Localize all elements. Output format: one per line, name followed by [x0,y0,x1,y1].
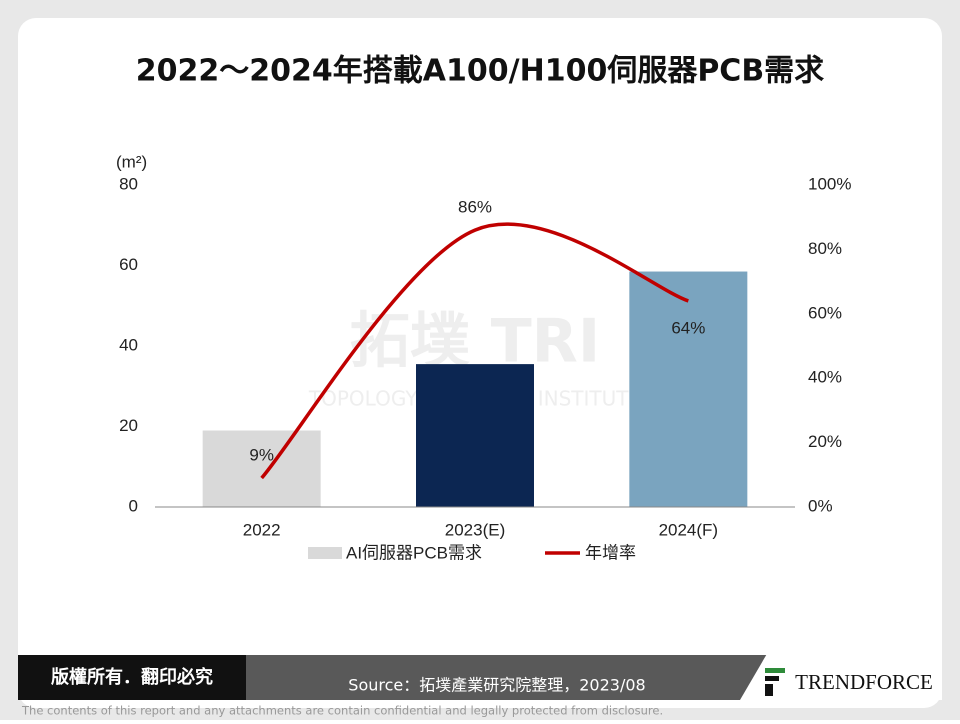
copyright-box [18,655,246,700]
legend-swatch [308,547,342,559]
bar [629,271,748,507]
y2-tick-label: 100% [808,174,851,193]
y-tick-label: 0 [129,496,138,515]
data-label: 86% [458,198,492,217]
chart-title: 2022～2024年搭載A100/H100伺服器PCB需求 [136,54,824,89]
bar [202,430,321,507]
y2-tick-label: 0% [808,496,833,515]
x-tick-label: 2024(F) [659,520,719,539]
logo-icon [765,676,779,681]
card [18,18,942,708]
plot: 0 20 40 60 80 0% 20% 40% 60% 80% 100% 9% 86% 64% 2022 2… [119,174,851,562]
logo-icon [765,668,785,673]
y-axis-label: (m²) [116,152,147,171]
bar [416,364,534,507]
y2-tick-label: 80% [808,239,842,258]
y2-tick-label: 60% [808,303,842,322]
y-tick-label: 40 [119,335,138,354]
y-tick-label: 80 [119,174,138,193]
logo-box [740,640,942,700]
y2-tick-label: 20% [808,432,842,451]
y-tick-label: 60 [119,255,138,274]
y-tick-label: 20 [119,416,138,435]
x-tick-label: 2022 [243,520,281,539]
legend-label: AI伺服器PCB需求 [346,543,482,562]
logo-text: TRENDFORCE [795,670,933,694]
y2-tick-label: 40% [808,368,842,387]
x-tick-label: 2023(E) [445,520,505,539]
line [260,222,689,480]
legend-label: 年增率 [585,543,636,562]
data-label: 9% [249,446,274,465]
logo-icon [765,684,773,696]
disclaimer: The contents of this report and any atta… [21,704,663,718]
copyright: 版權所有．翻印必究 [51,666,213,688]
source: Source：拓墣產業研究院整理，2023/08 [348,676,645,695]
data-label: 64% [671,318,705,337]
